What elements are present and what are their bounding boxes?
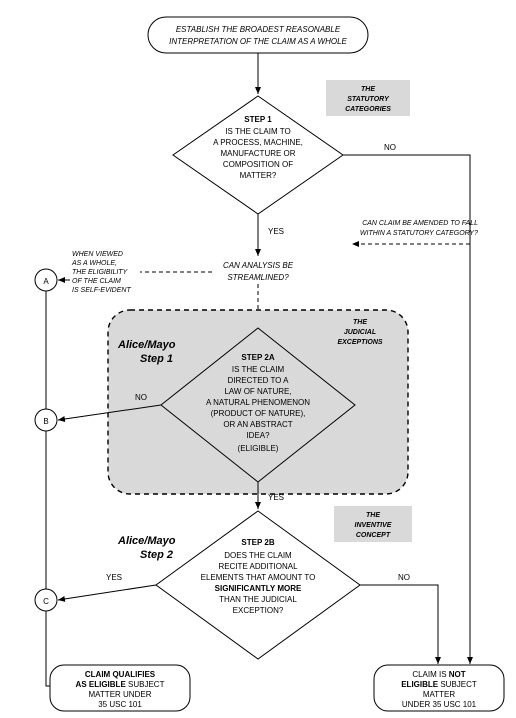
svg-text:INTERPRETATION OF THE CLAIM AS: INTERPRETATION OF THE CLAIM AS A WHOLE [169, 37, 347, 46]
svg-text:Alice/Mayo: Alice/Mayo [117, 339, 176, 351]
step1-diamond: Step 1 IS THE CLAIM TO A PROCESS, MACHIN… [173, 96, 343, 214]
svg-text:EXCEPTION?: EXCEPTION? [233, 606, 284, 615]
not-eligible-terminal: CLAIM IS NOT ELIGIBLE SUBJECT MATTER UND… [374, 665, 504, 711]
svg-text:CLAIM QUALIFIES: CLAIM QUALIFIES [85, 670, 156, 679]
svg-text:RECITE ADDITIONAL: RECITE ADDITIONAL [218, 562, 298, 571]
svg-text:Step 2B: Step 2B [241, 538, 274, 547]
label-statutory-categories: THE STATUTORY CATEGORIES [326, 80, 410, 116]
svg-text:IS SELF-EVIDENT: IS SELF-EVIDENT [72, 287, 131, 294]
svg-text:THE: THE [361, 86, 375, 93]
edge-label-yes3: YES [106, 573, 122, 582]
svg-text:(ELIGIBLE): (ELIGIBLE) [238, 444, 279, 453]
svg-text:MATTER?: MATTER? [240, 171, 277, 180]
svg-text:(PRODUCT OF NATURE),: (PRODUCT OF NATURE), [211, 409, 306, 418]
edge-step2b-no [360, 585, 438, 664]
svg-text:Step 2A: Step 2A [241, 353, 274, 362]
svg-text:THAN THE JUDICIAL: THAN THE JUDICIAL [219, 595, 297, 604]
svg-text:SIGNIFICANTLY MORE: SIGNIFICANTLY MORE [215, 584, 302, 593]
svg-text:MATTER UNDER: MATTER UNDER [89, 690, 152, 699]
svg-text:B: B [43, 417, 48, 426]
eligible-terminal: CLAIM QUALIFIES AS ELIGIBLE SUBJECT MATT… [50, 665, 190, 711]
edge-step2b-yes [58, 585, 156, 600]
svg-text:THE: THE [353, 319, 367, 326]
svg-text:Step 2: Step 2 [140, 549, 173, 561]
svg-text:C: C [43, 597, 49, 606]
connector-c: C [35, 589, 57, 611]
start-node: ESTABLISH THE BROADEST REASONABLE INTERP… [148, 17, 368, 53]
svg-text:CAN CLAIM BE AMENDED TO FALL: CAN CLAIM BE AMENDED TO FALL [362, 220, 478, 227]
svg-text:Step 1: Step 1 [244, 115, 272, 124]
svg-text:IS THE CLAIM TO: IS THE CLAIM TO [225, 127, 290, 136]
svg-text:AS ELIGIBLE SUBJECT: AS ELIGIBLE SUBJECT [76, 680, 165, 689]
svg-text:COMPOSITION OF: COMPOSITION OF [223, 160, 293, 169]
svg-text:EXCEPTIONS: EXCEPTIONS [337, 339, 382, 346]
svg-text:CAN ANALYSIS BE: CAN ANALYSIS BE [223, 261, 294, 270]
svg-text:MATTER: MATTER [423, 690, 456, 699]
svg-text:CATEGORIES: CATEGORIES [345, 106, 391, 113]
label-inventive-concept: THE INVENTIVE CONCEPT [334, 506, 412, 542]
svg-text:OR AN ABSTRACT: OR AN ABSTRACT [223, 420, 292, 429]
svg-text:UNDER 35 USC 101: UNDER 35 USC 101 [402, 700, 477, 709]
edge-label-yes2: YES [268, 493, 284, 502]
svg-text:Step 1: Step 1 [140, 353, 173, 365]
amend-annotation: CAN CLAIM BE AMENDED TO FALL WITHIN A ST… [360, 220, 478, 237]
svg-text:CLAIM IS NOT: CLAIM IS NOT [412, 670, 465, 679]
edge-label-no2: NO [135, 393, 147, 402]
svg-text:A: A [43, 277, 49, 286]
svg-text:DIRECTED TO A: DIRECTED TO A [227, 376, 289, 385]
svg-text:OF THE CLAIM: OF THE CLAIM [72, 278, 121, 285]
svg-text:WHEN VIEWED: WHEN VIEWED [72, 251, 123, 258]
connector-a: A [35, 269, 57, 291]
svg-text:THE: THE [366, 512, 380, 519]
svg-text:ESTABLISH THE BROADEST REASONA: ESTABLISH THE BROADEST REASONABLE [176, 25, 341, 34]
svg-text:ELEMENTS THAT AMOUNT TO: ELEMENTS THAT AMOUNT TO [201, 573, 316, 582]
svg-text:35 USC 101: 35 USC 101 [98, 700, 142, 709]
svg-text:STATUTORY: STATUTORY [347, 96, 390, 103]
svg-text:THE ELIGIBILITY: THE ELIGIBILITY [72, 269, 129, 276]
edge-label-yes: YES [268, 227, 284, 236]
alice-mayo-step2-label: Alice/Mayo Step 2 [117, 535, 176, 561]
svg-text:STREAMLINED?: STREAMLINED? [227, 273, 289, 282]
svg-text:ELIGIBLE SUBJECT: ELIGIBLE SUBJECT [401, 680, 477, 689]
edge-connector-to-eligible [46, 611, 48, 686]
streamline-question: CAN ANALYSIS BE STREAMLINED? [223, 261, 294, 282]
svg-text:IDEA?: IDEA? [246, 431, 270, 440]
svg-text:AS A WHOLE,: AS A WHOLE, [71, 260, 117, 267]
self-evident-annotation: WHEN VIEWED AS A WHOLE, THE ELIGIBILITY … [71, 251, 131, 294]
svg-text:MANUFACTURE OR: MANUFACTURE OR [220, 149, 295, 158]
svg-text:A PROCESS, MACHINE,: A PROCESS, MACHINE, [213, 138, 303, 147]
svg-text:INVENTIVE: INVENTIVE [355, 522, 392, 529]
svg-text:Alice/Mayo: Alice/Mayo [117, 535, 176, 547]
step2b-diamond: Step 2B DOES THE CLAIM RECITE ADDITIONAL… [156, 511, 360, 659]
svg-text:DOES THE CLAIM: DOES THE CLAIM [224, 551, 292, 560]
svg-text:IS THE CLAIM: IS THE CLAIM [232, 365, 285, 374]
svg-text:JUDICIAL: JUDICIAL [344, 329, 376, 336]
svg-text:WITHIN A STATUTORY CATEGORY?: WITHIN A STATUTORY CATEGORY? [360, 230, 478, 237]
svg-text:A NATURAL PHENOMENON: A NATURAL PHENOMENON [206, 398, 310, 407]
svg-text:CONCEPT: CONCEPT [356, 532, 391, 539]
edge-label-no3: NO [398, 573, 410, 582]
svg-text:LAW OF NATURE,: LAW OF NATURE, [224, 387, 291, 396]
flowchart: ESTABLISH THE BROADEST REASONABLE INTERP… [0, 0, 516, 718]
connector-b: B [35, 409, 57, 431]
edge-label-no: NO [384, 143, 396, 152]
